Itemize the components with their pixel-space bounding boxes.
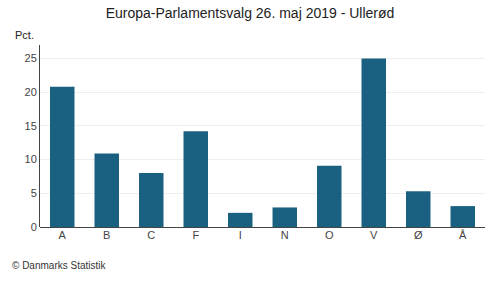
svg-text:I: I (239, 229, 242, 241)
svg-text:V: V (370, 229, 378, 241)
svg-text:O: O (325, 229, 334, 241)
svg-text:25: 25 (25, 52, 37, 64)
svg-text:Europa-Parlamentsvalg 26. maj: Europa-Parlamentsvalg 26. maj 2019 - Ull… (106, 5, 395, 21)
svg-text:5: 5 (31, 187, 37, 199)
svg-text:Å: Å (459, 229, 467, 241)
svg-text:A: A (59, 229, 67, 241)
svg-text:0: 0 (31, 221, 37, 233)
svg-text:10: 10 (25, 153, 37, 165)
svg-text:15: 15 (25, 120, 37, 132)
svg-text:© Danmarks Statistik: © Danmarks Statistik (12, 260, 107, 271)
svg-text:Pct.: Pct. (15, 29, 34, 41)
svg-text:C: C (147, 229, 155, 241)
svg-text:20: 20 (25, 86, 37, 98)
svg-text:B: B (103, 229, 110, 241)
svg-text:N: N (281, 229, 289, 241)
svg-text:Ø: Ø (414, 229, 423, 241)
svg-text:F: F (192, 229, 199, 241)
